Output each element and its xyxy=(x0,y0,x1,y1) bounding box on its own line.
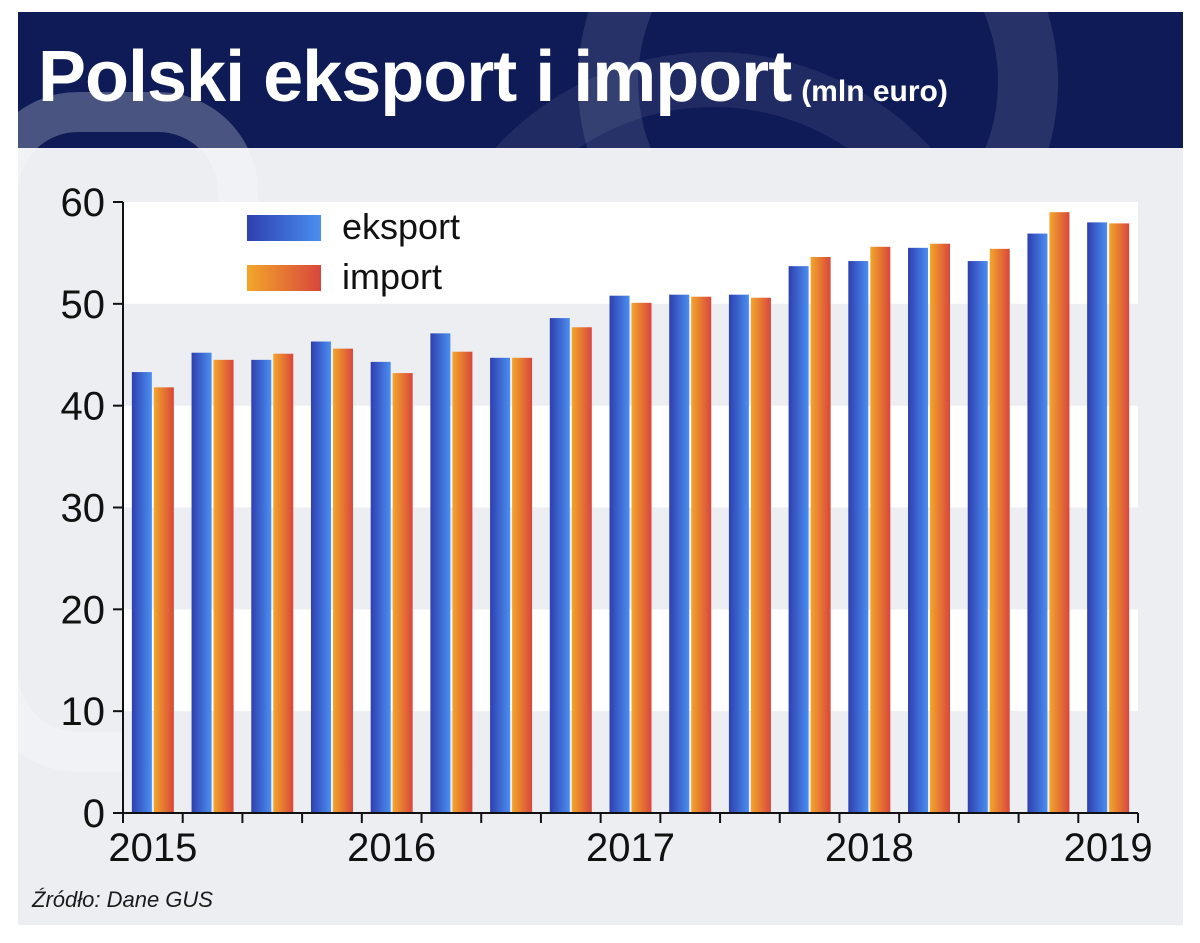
bar-import xyxy=(631,302,652,813)
bar-import xyxy=(1109,223,1130,813)
bar-import xyxy=(989,248,1010,814)
bar-eksport xyxy=(1027,233,1048,813)
bar-eksport xyxy=(967,261,988,813)
bar-import xyxy=(452,351,473,813)
y-tick-label: 20 xyxy=(61,588,106,632)
bar-import xyxy=(750,297,771,813)
bar-import xyxy=(870,246,891,814)
bar-import xyxy=(930,243,951,814)
bar-import xyxy=(810,256,831,813)
bar-eksport xyxy=(788,266,809,813)
chart-frame: Polski eksport i import (mln euro) 0 10 20 3… xyxy=(18,12,1183,925)
legend-label-import: import xyxy=(342,256,442,297)
bar-eksport xyxy=(370,361,391,813)
chart-header: Polski eksport i import (mln euro) xyxy=(18,12,1183,148)
bar-import xyxy=(571,327,592,813)
bar-eksport xyxy=(490,357,511,813)
bar-eksport xyxy=(609,295,630,814)
bar-import xyxy=(691,296,712,814)
bar-eksport xyxy=(669,294,690,813)
bar-eksport xyxy=(1087,222,1108,813)
bar-eksport xyxy=(191,352,212,813)
y-tick-label: 0 xyxy=(83,792,105,836)
legend-label-eksport: eksport xyxy=(342,206,460,247)
axes-layer: 0 10 20 30 40 50 60 2015 2016 2017 2018 2019 xyxy=(61,181,1153,870)
x-tick-label: 2018 xyxy=(825,826,914,870)
y-tick-label: 60 xyxy=(61,181,106,225)
legend-swatch-import xyxy=(247,265,321,291)
bar-import xyxy=(392,373,413,813)
bar-eksport xyxy=(908,247,929,813)
bar-import xyxy=(1049,212,1070,813)
chart-unit: (mln euro) xyxy=(801,75,948,108)
x-tick-label: 2017 xyxy=(586,826,675,870)
bar-eksport xyxy=(310,341,331,813)
x-tick-label: 2019 xyxy=(1064,826,1153,870)
bar-eksport xyxy=(251,359,272,813)
legend-swatch-eksport xyxy=(247,215,321,241)
bar-eksport xyxy=(430,333,451,813)
bars-layer xyxy=(131,212,1130,814)
bar-eksport xyxy=(848,261,869,813)
bar-import xyxy=(153,387,174,813)
y-tick-label: 30 xyxy=(61,487,106,531)
source-note: Źródło: Dane GUS xyxy=(32,887,213,912)
bar-import xyxy=(512,357,533,813)
y-tick-label: 40 xyxy=(61,385,106,429)
bar-eksport xyxy=(728,294,749,813)
bar-import xyxy=(332,348,353,813)
bar-eksport xyxy=(131,372,152,813)
x-tick-label: 2016 xyxy=(347,826,436,870)
x-tick-label: 2015 xyxy=(108,826,197,870)
bar-chart: 0 10 20 30 40 50 60 2015 2016 2017 2018 2019 ekspor… xyxy=(61,181,1153,870)
legend: eksport import xyxy=(247,206,460,297)
y-tick-label: 10 xyxy=(61,690,106,734)
bar-import xyxy=(213,359,234,813)
y-tick-label: 50 xyxy=(61,283,106,327)
bar-import xyxy=(273,353,294,813)
bar-eksport xyxy=(549,318,570,813)
